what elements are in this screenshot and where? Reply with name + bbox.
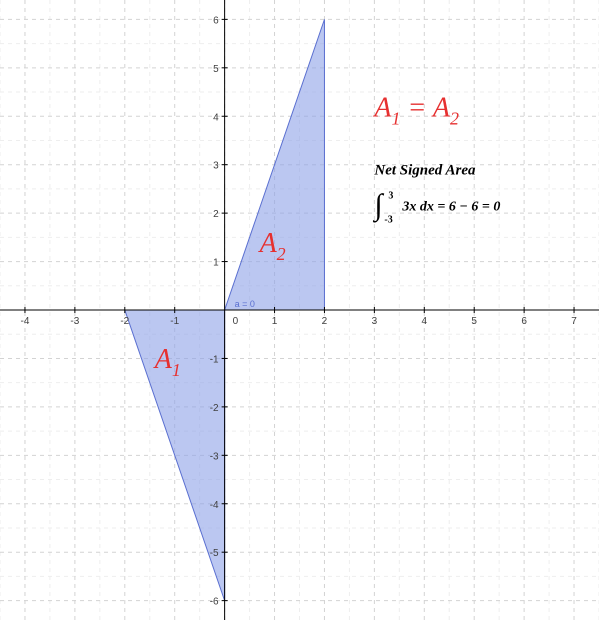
svg-text:4: 4	[213, 112, 219, 123]
svg-text:-4: -4	[21, 316, 30, 327]
svg-text:0: 0	[233, 316, 239, 327]
svg-text:-5: -5	[210, 548, 219, 559]
svg-text:-1: -1	[170, 316, 179, 327]
svg-text:3: 3	[213, 161, 219, 172]
svg-text:2: 2	[213, 209, 219, 220]
caption-title: Net Signed Area	[373, 162, 476, 178]
svg-text:1: 1	[213, 258, 219, 269]
svg-text:-4: -4	[210, 500, 219, 511]
svg-text:1: 1	[272, 316, 278, 327]
svg-text:2: 2	[322, 316, 328, 327]
integral-lower: -3	[384, 214, 392, 225]
svg-text:6: 6	[213, 15, 219, 26]
svg-text:-1: -1	[210, 354, 219, 365]
svg-text:3: 3	[372, 316, 378, 327]
integral-upper: 3	[388, 190, 393, 201]
svg-text:5: 5	[213, 64, 219, 75]
a-label: a = 0	[235, 299, 255, 309]
annotation-equation: A1 = A2	[372, 92, 459, 128]
svg-text:-3: -3	[210, 451, 219, 462]
svg-text:-6: -6	[210, 597, 219, 608]
svg-text:5: 5	[471, 316, 477, 327]
svg-text:4: 4	[422, 316, 428, 327]
chart-container: -4 -3 -2 -1 0 1 2 3 4 5 6 7 -6 -5 -4 -3 -2 -1 1 2 3 4 5 6 a = 0 A…	[0, 0, 599, 620]
svg-text:-3: -3	[70, 316, 79, 327]
svg-text:6: 6	[521, 316, 527, 327]
chart-svg: -4 -3 -2 -1 0 1 2 3 4 5 6 7 -6 -5 -4 -3 -2 -1 1 2 3 4 5 6 a = 0 A…	[0, 0, 599, 620]
svg-text:-2: -2	[210, 403, 219, 414]
integral-sign-icon: ∫	[372, 188, 384, 223]
integral-body: 3x dx = 6 − 6 = 0	[401, 199, 500, 214]
svg-text:7: 7	[571, 316, 577, 327]
svg-text:-2: -2	[120, 316, 129, 327]
